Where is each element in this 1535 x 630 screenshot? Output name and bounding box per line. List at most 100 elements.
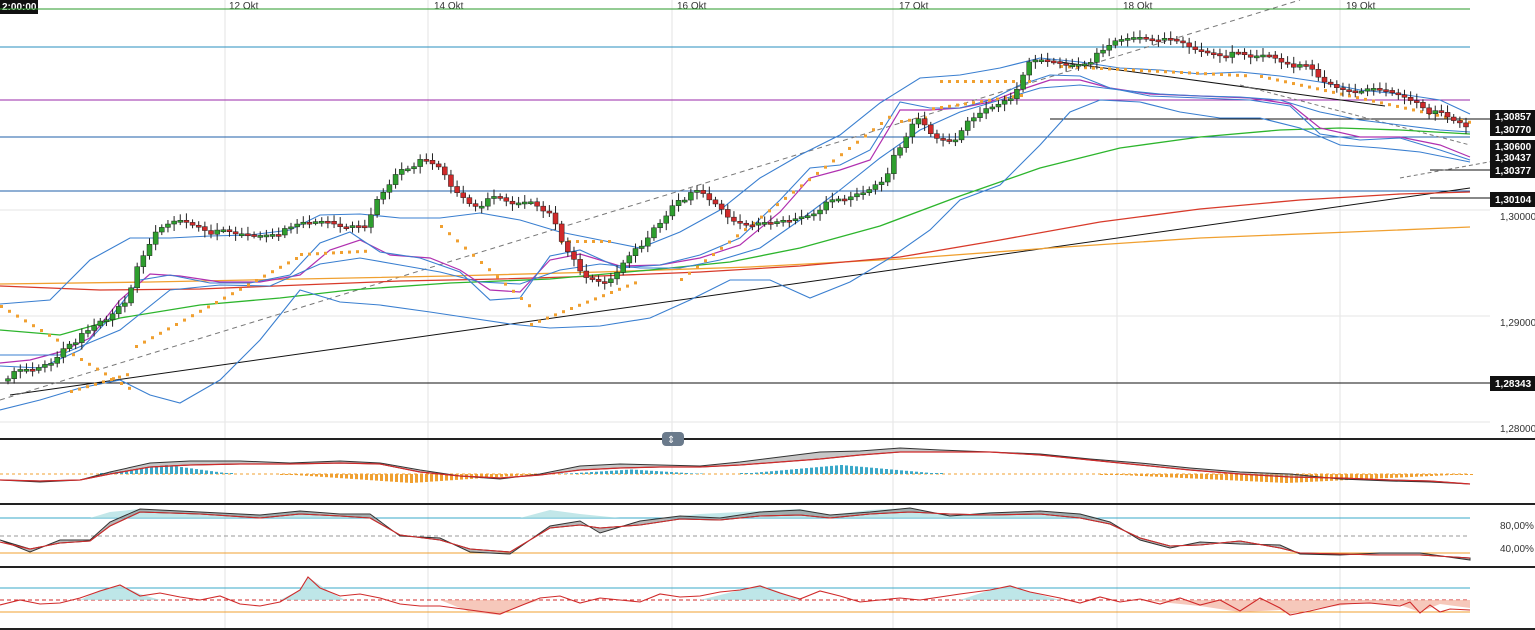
candle-body — [269, 234, 276, 237]
candle-body — [540, 205, 546, 212]
candle-body — [1358, 90, 1365, 94]
macd-histogram-bar — [1155, 474, 1158, 477]
psar-dot — [512, 289, 515, 293]
candle-body — [1450, 116, 1457, 121]
macd-histogram-bar — [285, 474, 288, 475]
macd-histogram-bar — [355, 474, 358, 480]
macd-histogram-bar — [200, 469, 203, 474]
psar-dot — [1004, 80, 1007, 83]
candle-body — [1284, 61, 1291, 65]
candle-body — [860, 192, 866, 196]
psar-dot — [792, 190, 795, 194]
macd-histogram-bar — [1135, 474, 1138, 476]
candle-body — [528, 201, 534, 205]
macd-histogram-bar — [915, 471, 918, 474]
trend-lines — [0, 0, 1501, 401]
psar-dot — [340, 251, 343, 254]
candle-body — [202, 226, 208, 231]
psar-dot — [940, 80, 943, 83]
psar-dot — [1116, 67, 1119, 71]
candle-body — [146, 244, 153, 256]
macd-histogram-bar — [420, 474, 423, 483]
candle-body — [1143, 37, 1149, 40]
macd-histogram-bar — [160, 465, 163, 474]
candle-body — [115, 306, 122, 315]
psar-dot — [988, 80, 991, 83]
macd-histogram-bar — [340, 474, 343, 479]
candle-body — [251, 234, 257, 237]
candle-body — [485, 198, 491, 207]
macd-histogram-bar — [335, 474, 338, 478]
candle-body — [509, 200, 516, 205]
macd-histogram-bar — [1345, 474, 1348, 481]
macd-histogram-bar — [600, 471, 603, 474]
psar-dot — [1100, 67, 1103, 70]
macd-histogram-bar — [1430, 474, 1433, 476]
macd-histogram-bar — [405, 474, 408, 483]
ema-slow-orange-line — [0, 226, 1471, 285]
candle-body — [5, 378, 11, 382]
psar-dot — [151, 336, 154, 340]
psar-dot — [118, 375, 121, 379]
candle-body — [1364, 88, 1371, 92]
candle-body — [1180, 40, 1186, 44]
candle-body — [755, 222, 762, 226]
candle-body — [811, 213, 817, 217]
macd-histogram-bar — [180, 467, 183, 474]
macd-histogram-bar — [320, 474, 323, 477]
candle-body — [1057, 61, 1063, 64]
macd-histogram-bar — [1340, 474, 1343, 481]
macd-histogram-bar — [620, 470, 623, 474]
candle-body — [1389, 90, 1395, 94]
macd-histogram-bar — [740, 473, 743, 474]
psar-dot — [520, 297, 523, 300]
time-label: 18 Okt — [1123, 1, 1153, 12]
psar-dot — [1292, 82, 1295, 86]
candle-body — [466, 197, 473, 204]
time-badge-bg — [0, 0, 38, 14]
psar-dot — [980, 80, 983, 83]
bollinger-bands — [0, 57, 1471, 411]
psar-dot — [308, 252, 311, 256]
candle-body — [903, 136, 909, 148]
macd-histogram-bar — [760, 472, 763, 474]
candle-body — [1075, 64, 1082, 67]
psar-dot — [538, 319, 541, 323]
macd-histogram-bar — [1450, 474, 1453, 476]
macd-histogram-bar — [855, 466, 858, 474]
ema-fast-blue-line — [0, 74, 1471, 369]
macd-histogram-bar — [645, 470, 648, 474]
psar-dot — [1164, 70, 1167, 74]
macd-histogram-bar — [350, 474, 353, 479]
macd-histogram-bar — [130, 469, 133, 474]
candle-body — [946, 139, 952, 142]
psar-dot — [110, 378, 113, 381]
rsi-fill-lower — [440, 600, 1470, 615]
macd-histogram-bar — [100, 473, 103, 474]
macd-histogram-bar — [1305, 474, 1308, 483]
macd-histogram-bar — [1275, 474, 1278, 483]
psar-dot — [908, 118, 911, 122]
panel-resize-handle[interactable] — [662, 432, 684, 446]
macd-histogram-bar — [825, 466, 828, 474]
psar-dot — [120, 382, 123, 385]
psar-dot — [48, 333, 51, 337]
macd-histogram-bar — [325, 474, 328, 478]
macd-histogram-bar — [390, 474, 393, 482]
candle-body — [1254, 55, 1260, 59]
macd-histogram-bar — [305, 474, 308, 476]
candle-body — [737, 221, 743, 224]
candle-body — [1407, 97, 1414, 101]
psar-dot — [900, 120, 903, 123]
candle-body — [60, 348, 67, 358]
psar-dot — [584, 240, 587, 243]
macd-histogram-bar — [1335, 474, 1338, 481]
psar-dot — [988, 98, 991, 102]
candle-body — [798, 216, 805, 220]
time-label: 19 Okt — [1346, 1, 1376, 12]
macd-histogram-bar — [1145, 474, 1148, 477]
psar-dot — [1388, 103, 1391, 107]
macd-histogram-bar — [820, 466, 823, 474]
psar-dot — [948, 80, 951, 83]
